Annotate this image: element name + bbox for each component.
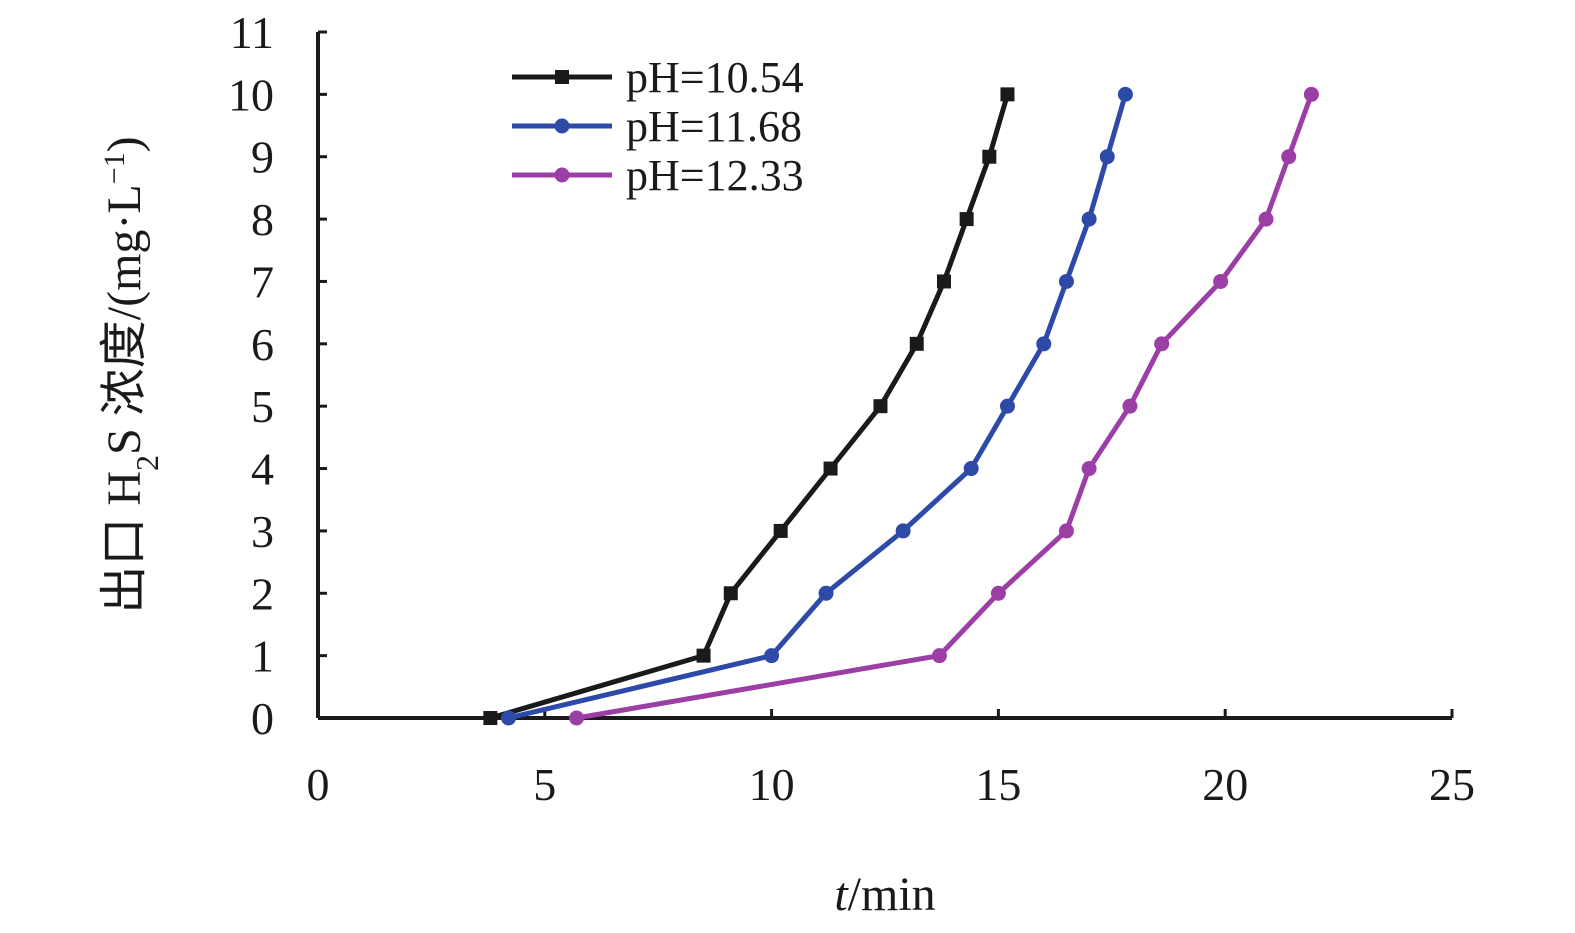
- data-point: [773, 523, 788, 538]
- data-point: [1258, 211, 1274, 227]
- data-point: [1154, 336, 1170, 352]
- data-point: [818, 585, 834, 601]
- y-tick-label: 10: [228, 69, 274, 120]
- x-tick-label: 15: [975, 759, 1021, 810]
- data-point: [982, 149, 997, 164]
- y-tick-label: 0: [251, 693, 274, 744]
- series-2: [501, 86, 1133, 726]
- y-tick-label: 3: [251, 506, 274, 557]
- y-tick-label: 9: [251, 132, 274, 183]
- y-tick-label: 2: [251, 568, 274, 619]
- x-tick-label: 0: [307, 759, 330, 810]
- x-axis-title-rest: /min: [848, 868, 936, 921]
- y-axis-title-sub: 2: [129, 455, 165, 471]
- y-tick-label: 8: [251, 194, 274, 245]
- legend-label: pH=10.54: [626, 53, 804, 102]
- legend-label: pH=11.68: [626, 102, 802, 151]
- data-point: [696, 648, 711, 663]
- data-point: [764, 648, 780, 664]
- data-point: [959, 212, 974, 227]
- axes: [316, 32, 1452, 720]
- axis-ticks: 0 1 2 3 4 5 6 7 8 9 10 11 0 5 10 15 20 25: [228, 7, 1475, 810]
- data-point: [1117, 86, 1133, 102]
- x-tick-label: 20: [1202, 759, 1248, 810]
- y-axis-title-sup: −1: [98, 152, 131, 184]
- legend-swatch-marker: [555, 70, 569, 84]
- data-point: [931, 648, 947, 664]
- y-axis-title-rest: S 浓度/(mg·L: [98, 184, 151, 455]
- legend-item: pH=10.54: [512, 53, 804, 102]
- legend-swatch-marker: [554, 118, 570, 134]
- data-point: [823, 461, 838, 476]
- x-tick-label: 10: [749, 759, 795, 810]
- y-tick-label: 5: [251, 381, 274, 432]
- data-point: [1281, 149, 1297, 165]
- y-tick-label: 7: [251, 256, 274, 307]
- data-point: [1036, 336, 1052, 352]
- data-point: [501, 710, 517, 726]
- data-point: [483, 711, 498, 725]
- data-point: [963, 461, 979, 477]
- legend-item: pH=11.68: [512, 102, 802, 151]
- data-point: [1213, 273, 1229, 289]
- y-tick-label: 4: [251, 444, 274, 495]
- legend-item: pH=12.33: [512, 151, 804, 200]
- y-tick-label: 1: [251, 631, 274, 682]
- series-3: [569, 86, 1319, 726]
- x-tick-label: 25: [1429, 759, 1475, 810]
- y-tick-label: 11: [230, 7, 274, 58]
- data-point: [1000, 87, 1015, 102]
- x-axis-title: t/min: [834, 868, 935, 921]
- x-tick-label: 5: [533, 759, 556, 810]
- data-point: [999, 398, 1015, 414]
- data-point: [873, 399, 888, 414]
- data-point: [909, 336, 924, 351]
- legend-label: pH=12.33: [626, 151, 804, 200]
- data-point: [1081, 461, 1097, 477]
- data-point: [990, 585, 1006, 601]
- legend-swatch-marker: [554, 167, 570, 183]
- data-point: [895, 523, 911, 539]
- data-point: [936, 274, 951, 289]
- series-group: [483, 86, 1319, 726]
- data-point: [1099, 149, 1115, 165]
- data-point: [723, 586, 738, 601]
- data-point: [1303, 86, 1319, 102]
- y-axis-title-main: 出口 H: [98, 471, 151, 614]
- data-point: [1058, 273, 1074, 289]
- series-line: [507, 93, 1128, 721]
- data-point: [1122, 398, 1138, 414]
- data-point: [1058, 523, 1074, 539]
- y-tick-label: 6: [251, 319, 274, 370]
- y-axis-title: 出口 H2S 浓度/(mg·L−1): [98, 136, 166, 613]
- data-point: [1081, 211, 1097, 227]
- data-point: [569, 710, 585, 726]
- y-axis-title-close: ): [98, 136, 151, 152]
- x-axis-title-italic: t: [834, 868, 849, 921]
- series-1: [483, 87, 1015, 725]
